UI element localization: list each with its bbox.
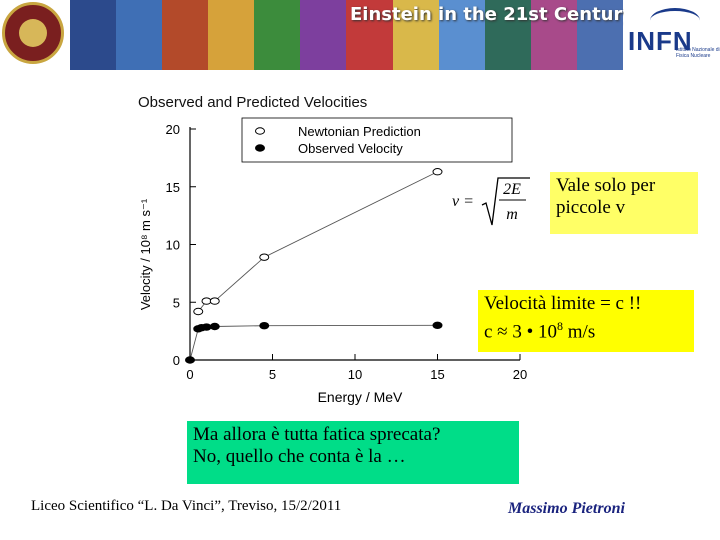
- note-speed-limit-line2: c ≈ 3 • 108 m/s: [484, 315, 688, 343]
- y-tick-label-15: 15: [166, 180, 180, 195]
- note-speed-limit: Velocità limite = c !! c ≈ 3 • 108 m/s: [478, 290, 694, 352]
- note-validity: Vale solo per piccole v: [550, 172, 698, 234]
- x-tick-label-0: 0: [186, 367, 193, 382]
- speed-exponent: 8: [557, 319, 564, 333]
- series-0-point-2: [209, 297, 220, 305]
- banner-tile-5: [300, 0, 347, 70]
- formula-denominator: m: [506, 206, 518, 223]
- note-question: Ma allora è tutta fatica sprecata? No, q…: [187, 421, 519, 484]
- banner-image-strip: [70, 0, 623, 70]
- newtonian-formula: v = 2E m: [452, 177, 530, 226]
- series-0-point-0: [193, 307, 204, 316]
- university-seal-logo: [2, 2, 64, 64]
- series-1-point-6: [432, 321, 443, 330]
- x-tick-label-10: 10: [348, 367, 362, 382]
- series-0-point-3: [259, 253, 270, 261]
- banner-tile-10: [530, 0, 577, 70]
- speed-value: c ≈ 3 • 10: [484, 321, 558, 343]
- footer-author: Massimo Pietroni: [508, 500, 625, 517]
- banner-tile-4: [254, 0, 301, 70]
- series-1-point-4: [209, 322, 220, 331]
- series-1-point-3: [201, 323, 212, 331]
- x-tick-label-15: 15: [430, 367, 444, 382]
- x-tick-label-5: 5: [269, 367, 276, 382]
- x-axis-label: Energy / MeV: [318, 389, 403, 405]
- velocity-chart: Observed and Predicted Velocities 0 5 10 15 2…: [138, 94, 527, 405]
- banner-tile-1: [116, 0, 163, 70]
- legend-marker-1: [255, 144, 265, 152]
- note-question-line1: Ma allora è tutta fatica sprecata?: [193, 424, 441, 445]
- series-1-point-5: [259, 321, 270, 330]
- series-0-point-1: [201, 297, 212, 305]
- chart-title: Observed and Predicted Velocities: [138, 94, 367, 111]
- banner-tile-0: [70, 0, 117, 70]
- x-tick-label-20: 20: [513, 367, 527, 382]
- banner-tile-11: [576, 0, 623, 70]
- y-axis-label: Velocity / 10⁸ m s⁻¹: [138, 198, 153, 310]
- legend-label-0: Newtonian Prediction: [298, 124, 421, 139]
- banner-title: Einstein in the 21st Century: [350, 4, 635, 25]
- series-1-point-0: [185, 356, 195, 364]
- formula-numerator: 2E: [503, 181, 521, 198]
- note-speed-limit-line1: Velocità limite = c !!: [484, 293, 642, 314]
- y-tick-label-10: 10: [166, 238, 180, 253]
- formula-root-sign: [481, 177, 530, 226]
- formula-lhs: v =: [452, 193, 474, 210]
- banner-tile-3: [208, 0, 255, 70]
- y-tick-label-0: 0: [173, 353, 180, 368]
- series-line-0: [197, 171, 438, 312]
- legend-marker-0: [255, 127, 265, 135]
- footer-venue: Liceo Scientifico “L. Da Vinci”, Treviso…: [31, 498, 342, 514]
- speed-unit: m/s: [563, 321, 596, 343]
- legend-box: [241, 117, 513, 163]
- banner-tile-2: [162, 0, 209, 70]
- y-tick-label-20: 20: [166, 122, 180, 137]
- series-0-point-4: [432, 168, 443, 176]
- banner-tile-9: [484, 0, 531, 70]
- infn-logo: INFN: [628, 26, 693, 56]
- legend-label-1: Observed Velocity: [298, 141, 403, 156]
- banner-tile-6: [346, 0, 393, 70]
- banner-tile-8: [438, 0, 485, 70]
- note-question-line2: No, quello che conta è la …: [193, 446, 406, 467]
- note-validity-line1: Vale solo per: [556, 175, 656, 196]
- banner-tile-7: [392, 0, 439, 70]
- infn-subtitle: Istituto Nazionale di Fisica Nucleare: [676, 47, 720, 59]
- y-tick-label-5: 5: [173, 295, 180, 310]
- series-line-1: [189, 324, 438, 361]
- header-banner: Einstein in the 21st Century INFN Istitu…: [0, 0, 720, 70]
- note-validity-line2: piccole v: [556, 197, 626, 218]
- seal-emblem: [19, 19, 47, 47]
- infn-logo-arc: [650, 8, 700, 33]
